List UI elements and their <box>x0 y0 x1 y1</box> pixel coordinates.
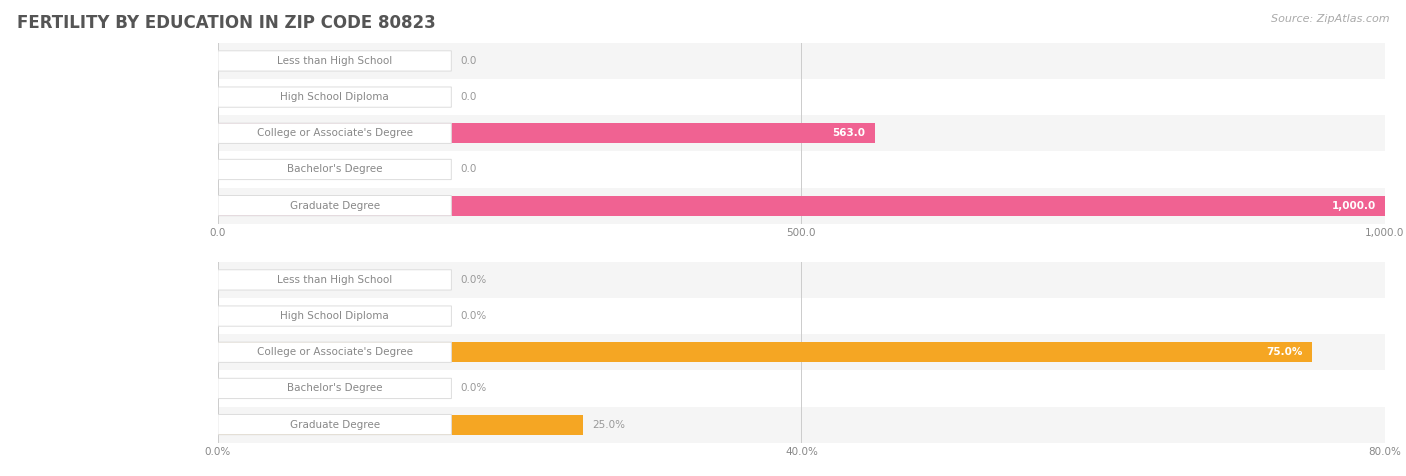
Text: High School Diploma: High School Diploma <box>280 92 389 102</box>
Text: Graduate Degree: Graduate Degree <box>290 200 380 211</box>
Bar <box>218 151 1385 188</box>
Bar <box>218 79 1385 115</box>
Text: 1,000.0: 1,000.0 <box>1331 200 1375 211</box>
Bar <box>218 188 1385 224</box>
Bar <box>218 334 1385 370</box>
FancyBboxPatch shape <box>218 196 451 216</box>
Text: 0.0: 0.0 <box>461 164 477 175</box>
FancyBboxPatch shape <box>218 342 451 362</box>
Text: 0.0%: 0.0% <box>461 311 486 321</box>
FancyBboxPatch shape <box>218 378 451 398</box>
Text: FERTILITY BY EDUCATION IN ZIP CODE 80823: FERTILITY BY EDUCATION IN ZIP CODE 80823 <box>17 14 436 32</box>
FancyBboxPatch shape <box>218 87 451 107</box>
Text: Graduate Degree: Graduate Degree <box>290 419 380 430</box>
Bar <box>218 407 1385 443</box>
FancyBboxPatch shape <box>218 159 451 179</box>
Text: Less than High School: Less than High School <box>277 275 392 285</box>
Text: College or Associate's Degree: College or Associate's Degree <box>257 347 412 357</box>
Bar <box>218 342 1312 362</box>
Text: Bachelor's Degree: Bachelor's Degree <box>287 164 382 175</box>
FancyBboxPatch shape <box>218 270 451 290</box>
Text: 75.0%: 75.0% <box>1267 347 1302 357</box>
Text: 25.0%: 25.0% <box>592 419 624 430</box>
Bar <box>218 415 582 435</box>
Text: Less than High School: Less than High School <box>277 56 392 66</box>
Text: College or Associate's Degree: College or Associate's Degree <box>257 128 412 139</box>
Text: 0.0: 0.0 <box>461 92 477 102</box>
Text: 0.0: 0.0 <box>461 56 477 66</box>
FancyBboxPatch shape <box>218 415 451 435</box>
Bar <box>218 298 1385 334</box>
Bar <box>218 262 1385 298</box>
Bar <box>218 196 1385 216</box>
Bar <box>218 43 1385 79</box>
Bar <box>218 115 1385 151</box>
Text: High School Diploma: High School Diploma <box>280 311 389 321</box>
FancyBboxPatch shape <box>218 306 451 326</box>
Bar <box>218 123 875 143</box>
Text: Bachelor's Degree: Bachelor's Degree <box>287 383 382 394</box>
Text: Source: ZipAtlas.com: Source: ZipAtlas.com <box>1271 14 1389 24</box>
Text: 563.0: 563.0 <box>832 128 866 139</box>
Bar <box>218 370 1385 407</box>
Text: 0.0%: 0.0% <box>461 383 486 394</box>
Text: 0.0%: 0.0% <box>461 275 486 285</box>
FancyBboxPatch shape <box>218 51 451 71</box>
FancyBboxPatch shape <box>218 123 451 143</box>
